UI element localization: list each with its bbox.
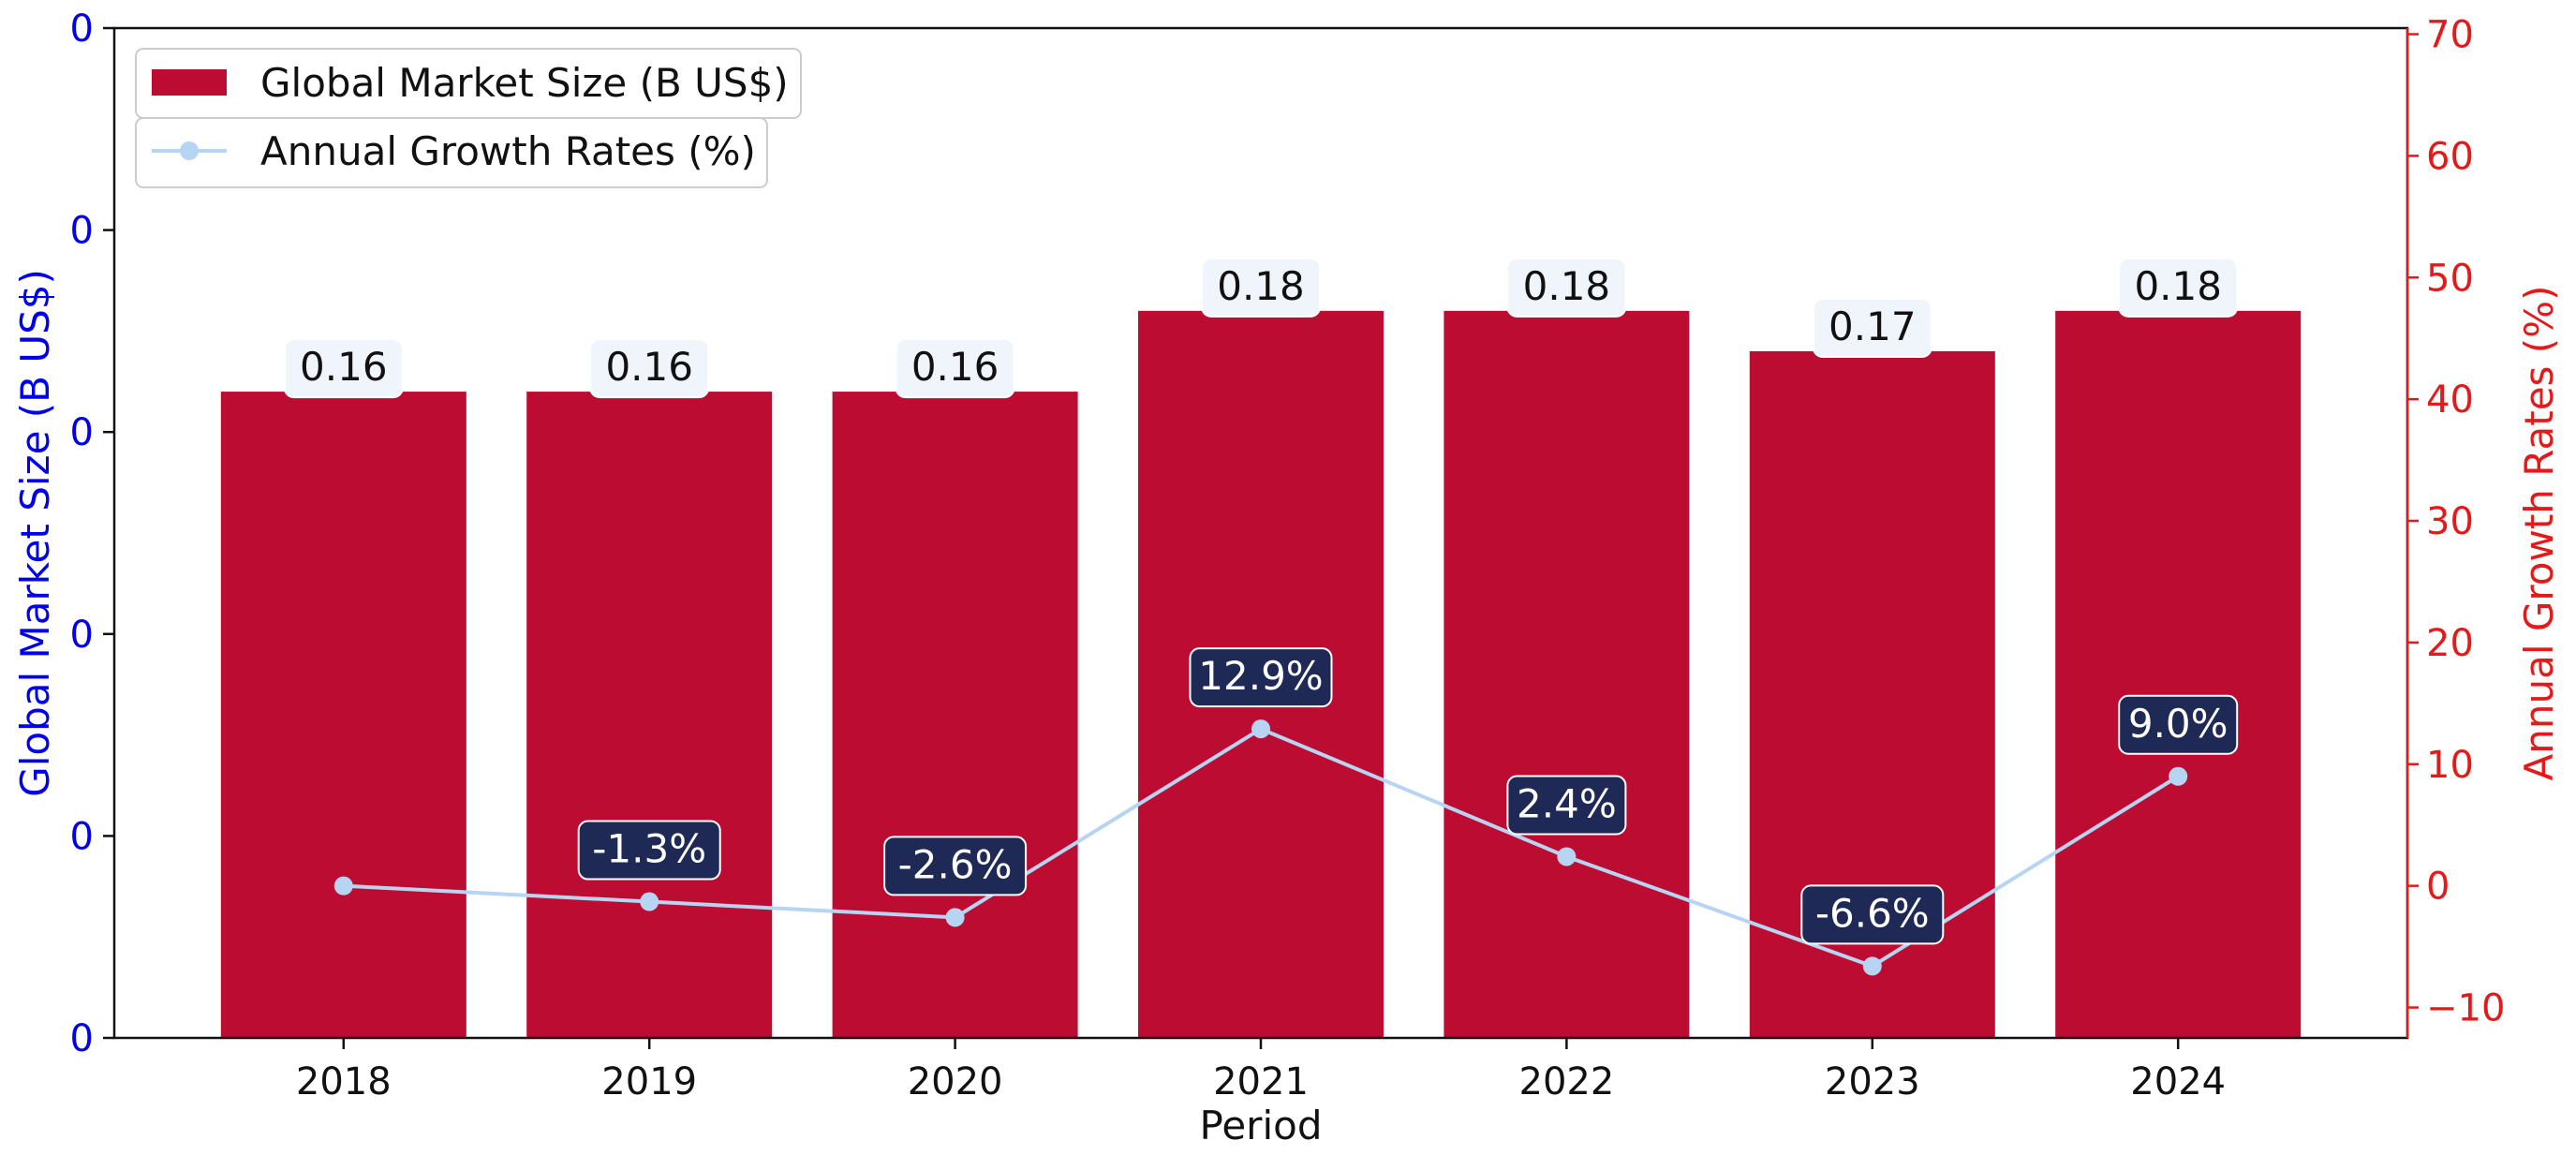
bar-label-2019-box [589, 338, 710, 399]
bar-label-2018-text: 0.16 [300, 344, 388, 390]
bar-label-2024: 0.18 [2118, 257, 2239, 318]
bar-label-2020-text: 0.16 [911, 344, 999, 390]
legend-line-frame [135, 117, 768, 188]
x-tick-label-2023: 2023 [1825, 1060, 1920, 1103]
y-right-tick-label-8: 70 [2426, 13, 2474, 56]
y-axis-left-title: Global Market Size (B US$) [12, 269, 58, 797]
y-right-tick-label-5: 40 [2426, 378, 2474, 422]
data-labels-layer: 0.16 0.16 0.16 0.18 0.18 0.17 0.18 -1.3% -2.6% 12… [283, 257, 2239, 945]
growth-label-2023: -6.6% [1800, 884, 1945, 945]
bar-label-2018-box [283, 338, 404, 399]
y-left-tick-label-4: 0 [70, 210, 94, 253]
bar-2022 [1443, 310, 1690, 1039]
bar-label-2024-text: 0.18 [2134, 263, 2222, 309]
y-left-tick-label-3: 0 [70, 411, 94, 454]
x-axis-title: Period [1200, 1103, 1323, 1148]
y-right-tick-label-3: 20 [2426, 622, 2474, 665]
growth-label-2022: 2.4% [1506, 775, 1627, 836]
x-tick-label-2020: 2020 [908, 1060, 1003, 1103]
growth-label-2023-text: -6.6% [1815, 890, 1930, 936]
growth-label-2024-text: 9.0% [2128, 701, 2228, 747]
y-left-tick-label-0: 0 [70, 1017, 94, 1060]
legend-bar-label: Global Market Size (B US$) [260, 60, 789, 106]
y-axis-right: −10 0 10 20 30 40 50 60 70 [2406, 13, 2505, 1038]
bar-label-2023-text: 0.17 [1828, 304, 1917, 349]
y-right-tick-label-1: 0 [2426, 866, 2450, 909]
x-tick-label-2022: 2022 [1519, 1060, 1615, 1103]
legend-bar: Global Market Size (B US$) [135, 48, 802, 119]
y-axis-left: 0 0 0 0 0 0 [70, 7, 114, 1060]
bar-2018 [220, 392, 466, 1039]
bar-label-2020-box [895, 338, 1015, 399]
growth-point-2020 [945, 908, 965, 927]
growth-label-2021-text: 12.9% [1198, 653, 1323, 699]
legend-line-marker [180, 141, 199, 160]
y-right-tick-label-7: 60 [2426, 135, 2474, 178]
legend-line-label: Annual Growth Rates (%) [260, 128, 756, 174]
x-tick-label-2019: 2019 [601, 1060, 697, 1103]
bar-label-2021-text: 0.18 [1217, 263, 1305, 309]
y-left-tick-label-5: 0 [70, 7, 94, 51]
bar-label-2018: 0.16 [283, 338, 404, 399]
bar-label-2019-text: 0.16 [605, 344, 693, 390]
growth-label-2022-box [1506, 775, 1627, 836]
bar-label-2021-box [1201, 257, 1321, 318]
growth-point-2022 [1557, 847, 1577, 866]
bar-label-2021: 0.18 [1201, 257, 1321, 318]
growth-label-2019: -1.3% [577, 820, 721, 881]
growth-label-2023-box [1800, 884, 1945, 945]
growth-point-2023 [1862, 956, 1882, 976]
bar-label-2022-box [1506, 257, 1627, 318]
growth-label-2020-box [883, 836, 1028, 896]
bar-label-2020: 0.16 [895, 338, 1015, 399]
growth-label-2019-box [577, 820, 721, 881]
bar-label-2022: 0.18 [1506, 257, 1627, 318]
y-left-tick-label-2: 0 [70, 614, 94, 657]
bar-label-2019: 0.16 [589, 338, 710, 399]
y-axis-right-title: Annual Growth Rates (%) [2516, 286, 2562, 781]
growth-label-2024: 9.0% [2118, 694, 2239, 755]
growth-point-2024 [2169, 766, 2188, 786]
bar-label-2023: 0.17 [1812, 297, 1932, 358]
growth-line-layer [333, 719, 2188, 976]
x-axis: 2018 2019 2020 2021 2022 2023 2024 [296, 1038, 2226, 1103]
bar-2020 [832, 392, 1078, 1039]
bar-label-2024-box [2118, 257, 2239, 318]
bar-2024 [2055, 310, 2302, 1039]
growth-label-2021: 12.9% [1189, 647, 1333, 708]
bar-label-2023-box [1812, 297, 1932, 358]
growth-label-2020-text: -2.6% [898, 841, 1013, 887]
y-right-tick-label-4: 30 [2426, 500, 2474, 543]
growth-label-2021-box [1189, 647, 1333, 708]
x-tick-label-2024: 2024 [2130, 1060, 2226, 1103]
y-right-tick-label-0: −10 [2426, 987, 2505, 1030]
growth-label-2019-text: -1.3% [592, 826, 706, 872]
growth-point-2018 [333, 876, 353, 896]
bar-label-2022-text: 0.18 [1523, 263, 1611, 309]
y-right-tick-label-6: 50 [2426, 257, 2474, 300]
growth-point-2019 [640, 892, 659, 911]
y-left-tick-label-1: 0 [70, 815, 94, 858]
bar-2019 [526, 392, 773, 1039]
growth-label-2024-box [2118, 694, 2239, 755]
growth-point-2021 [1251, 719, 1270, 739]
y-right-tick-label-2: 10 [2426, 744, 2474, 787]
legend-bar-swatch [152, 69, 227, 96]
growth-label-2022-text: 2.4% [1517, 780, 1617, 826]
x-tick-label-2018: 2018 [296, 1060, 392, 1103]
x-tick-label-2021: 2021 [1213, 1060, 1309, 1103]
bars-layer [220, 310, 2302, 1039]
growth-label-2020: -2.6% [883, 836, 1028, 896]
legend-line: Annual Growth Rates (%) [135, 117, 768, 188]
